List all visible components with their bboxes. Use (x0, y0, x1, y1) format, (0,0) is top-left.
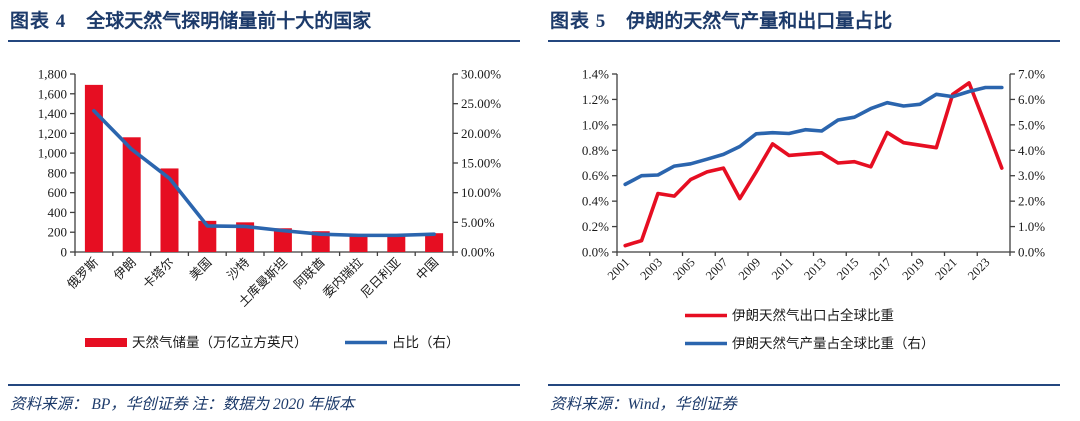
y-axis-label: 200 (48, 225, 68, 240)
y-axis-label: 0.4% (582, 194, 609, 209)
y2-axis-label: 2.0% (1018, 194, 1045, 209)
y2-axis-label: 0.0% (1018, 245, 1045, 260)
figure-panel-gas-reserves: 图表 4 全球天然气探明储量前十大的国家 0 200 400 600 800 1,000 1,… (8, 6, 520, 414)
reserve-bar (236, 222, 255, 252)
y-axis-label: 1,600 (38, 86, 67, 101)
year-label: 2023 (965, 255, 993, 283)
year-label: 2017 (867, 255, 895, 283)
y2-axis-label: 6.0% (1018, 92, 1045, 107)
y2-axis-label: 1.0% (1018, 219, 1045, 234)
reserve-bar (311, 231, 330, 252)
legend-bar-swatch (85, 338, 127, 347)
category-label: 阿联酋 (291, 255, 328, 292)
category-label: 卡塔尔 (139, 255, 176, 292)
y2-axis-label: 4.0% (1018, 143, 1045, 158)
category-label: 沙特 (224, 255, 252, 283)
y-axis-label: 0.8% (582, 143, 609, 158)
y-axis-label: 0 (61, 245, 68, 260)
year-label: 2011 (769, 255, 796, 282)
iran-share-line-chart: 0.0% 0.2% 0.4% 0.6% 0.8% 1.0% 1.2% 1.4% 0.0% 1.0%… (582, 67, 1045, 352)
y-axis-label: 1,800 (38, 67, 67, 82)
figure-source-note: 资料来源：Wind，华创证券 (548, 384, 1060, 414)
y2-axis-label: 30.00% (461, 67, 501, 82)
category-label: 美国 (187, 255, 215, 283)
reserve-bar (387, 234, 406, 252)
year-label: 2021 (932, 255, 960, 283)
y2-axis-label: 5.00% (461, 215, 495, 230)
category-label: 俄罗斯 (65, 255, 101, 291)
y-axis-label: 1,200 (38, 126, 67, 141)
y-axis-label: 800 (48, 165, 68, 180)
year-label: 2009 (736, 255, 764, 283)
y-axis-label: 1.4% (582, 67, 609, 82)
reserve-bar (84, 84, 103, 252)
year-label: 2015 (834, 255, 862, 283)
y-axis-label: 0.2% (582, 219, 609, 234)
figure-number: 图表 5 (550, 11, 607, 32)
y2-axis-label: 5.0% (1018, 117, 1045, 132)
y2-axis-label: 0.00% (461, 245, 495, 260)
reserve-bar (160, 168, 179, 252)
y-axis-label: 600 (48, 185, 68, 200)
legend-label: 天然气储量（万亿立方英尺） (132, 334, 308, 350)
year-label: 2003 (637, 255, 665, 283)
y2-axis-label: 7.0% (1018, 67, 1045, 82)
production-share-line (623, 85, 1004, 187)
legend-label: 伊朗天然气产量占全球比重（右） (732, 335, 935, 351)
figure-header: 图表 5 伊朗的天然气产量和出口量占比 (548, 6, 1060, 42)
figure-source-note: 资料来源： BP，华创证券 注：数据为 2020 年版本 (8, 384, 520, 414)
year-label: 2007 (703, 255, 731, 283)
figure-number: 图表 4 (10, 11, 67, 32)
reserve-bar (122, 137, 141, 252)
share-line (92, 108, 436, 238)
category-label: 伊朗 (111, 255, 139, 283)
category-label: 委内瑞拉 (320, 254, 366, 300)
gas-reserves-bar-chart: 0 200 400 600 800 1,000 1,200 1,400 1,600 1,800 0.… (38, 67, 502, 351)
y2-axis-label: 3.0% (1018, 168, 1045, 183)
y-axis-label: 0.6% (582, 168, 609, 183)
category-label: 中国 (413, 255, 441, 283)
category-label: 尼日利亚 (358, 255, 403, 300)
y2-axis-label: 10.00% (461, 185, 501, 200)
reserve-bar (425, 233, 444, 252)
legend-label: 伊朗天然气出口占全球比重 (732, 307, 894, 323)
year-label: 2013 (801, 255, 829, 283)
year-label: 2005 (670, 255, 698, 283)
legend-label: 占比（右） (392, 335, 460, 350)
y-axis-label: 1,400 (38, 106, 67, 121)
y-axis-label: 1.0% (582, 117, 609, 132)
y2-axis-label: 20.00% (461, 126, 501, 141)
reserve-bar (273, 228, 292, 252)
y2-axis-label: 15.00% (461, 156, 501, 171)
figure-title: 全球天然气探明储量前十大的国家 (86, 11, 372, 32)
y-axis-label: 0.0% (582, 245, 609, 260)
figure-header: 图表 4 全球天然气探明储量前十大的国家 (8, 6, 520, 42)
figure-panel-iran-share: 图表 5 伊朗的天然气产量和出口量占比 0.0% 0.2% 0.4% 0.6% 0.8% 1… (548, 6, 1060, 414)
y-axis-label: 400 (48, 205, 68, 220)
reserve-bar (349, 234, 368, 252)
figure-title: 伊朗的天然气产量和出口量占比 (626, 11, 893, 32)
y-axis-label: 1.2% (582, 92, 609, 107)
reserve-bar (198, 220, 217, 252)
year-label: 2019 (899, 255, 927, 283)
y-axis-label: 1,000 (38, 146, 67, 161)
export-share-line (623, 81, 1004, 248)
y2-axis-label: 25.00% (461, 96, 501, 111)
